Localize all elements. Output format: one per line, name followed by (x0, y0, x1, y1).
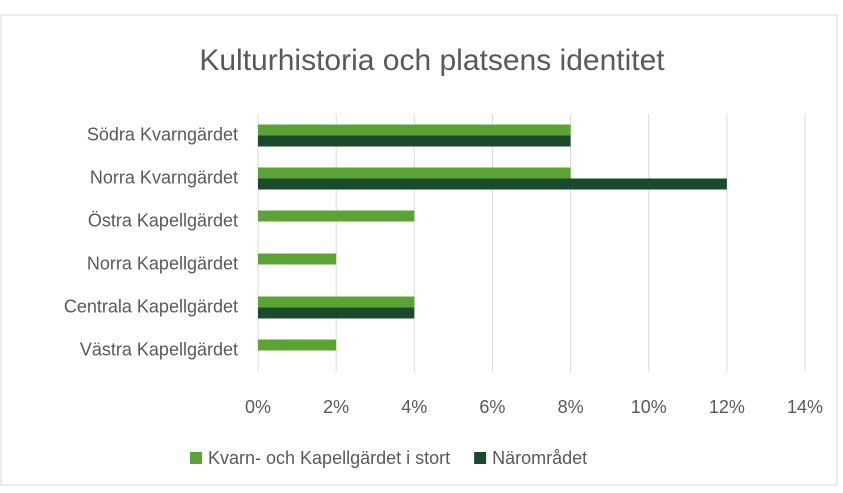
bar (258, 167, 571, 179)
x-tick-label: 4% (401, 397, 427, 417)
chart-border (0, 14, 838, 486)
chart-title: Kulturhistoria och platsens identitet (199, 44, 665, 77)
bar (258, 253, 337, 265)
y-tick-label: Östra Kapellgärdet (88, 210, 238, 230)
legend-label: Kvarn- och Kapellgärdet i stort (208, 448, 450, 468)
bar (258, 339, 337, 351)
y-tick-label: Norra Kvarngärdet (90, 167, 238, 187)
bar (258, 296, 415, 308)
bar (258, 307, 415, 319)
bar (258, 124, 571, 136)
bar (258, 135, 571, 147)
y-tick-label: Centrala Kapellgärdet (64, 296, 238, 316)
x-tick-label: 6% (479, 397, 505, 417)
y-tick-label: Västra Kapellgärdet (80, 339, 238, 359)
y-tick-label: Norra Kapellgärdet (87, 253, 238, 273)
bar (258, 210, 415, 222)
x-tick-label: 12% (709, 397, 745, 417)
legend-swatch (190, 452, 202, 464)
x-tick-label: 8% (558, 397, 584, 417)
legend-label: Närområdet (492, 448, 587, 468)
x-tick-label: 0% (245, 397, 271, 417)
legend-swatch (474, 452, 487, 464)
x-tick-label: 2% (323, 397, 349, 417)
y-tick-label: Södra Kvarngärdet (87, 124, 238, 144)
x-tick-label: 10% (631, 397, 667, 417)
bar (258, 178, 727, 190)
x-tick-label: 14% (787, 397, 823, 417)
